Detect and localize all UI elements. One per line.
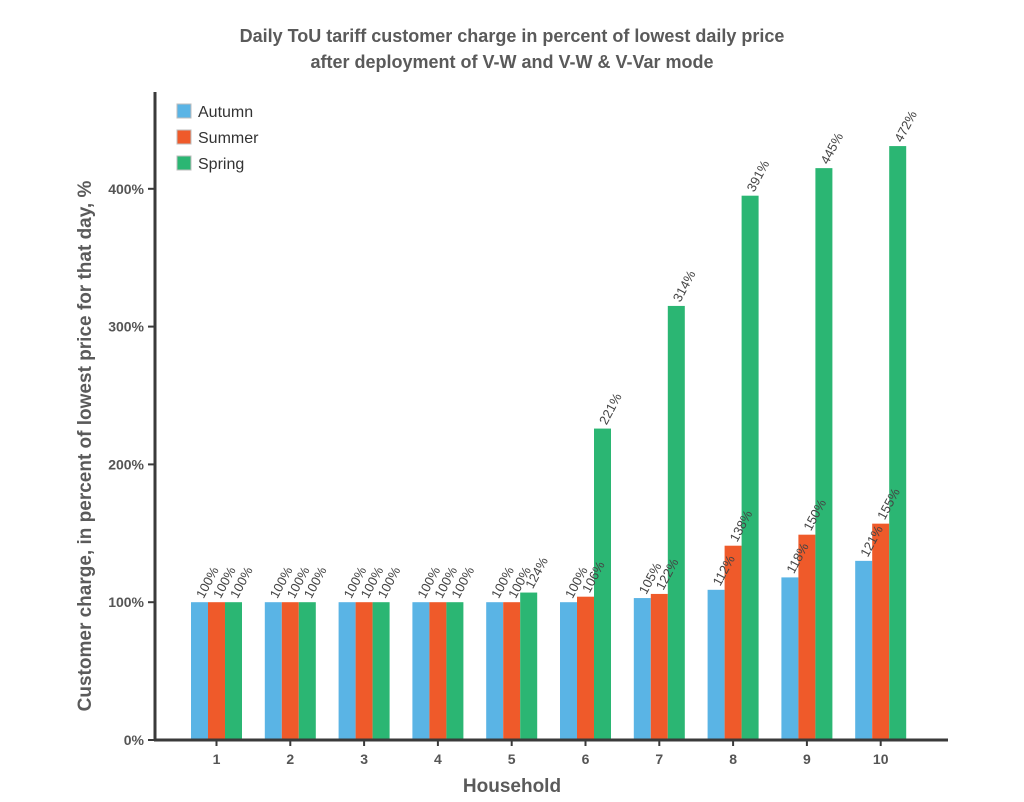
bar-autumn-household-7 <box>633 598 651 740</box>
legend-label-spring: Spring <box>198 156 244 173</box>
x-tick-label: 9 <box>803 751 811 767</box>
bar-summer-household-10 <box>872 523 890 740</box>
x-tick-label: 8 <box>729 751 737 767</box>
data-label-spring-household-7: 314% <box>670 268 699 305</box>
data-label-spring-household-10: 472% <box>891 108 920 145</box>
x-tick-label: 2 <box>286 751 294 767</box>
x-tick-label: 1 <box>213 751 221 767</box>
bar-autumn-household-4 <box>412 602 430 740</box>
bar-summer-household-6 <box>577 596 594 740</box>
x-axis-label: Household <box>463 776 561 797</box>
y-tick-label: 400% <box>108 181 144 197</box>
bar-summer-household-9 <box>798 534 816 740</box>
bar-summer-household-3 <box>355 602 373 740</box>
x-tick-label: 6 <box>582 751 590 767</box>
bar-summer-household-2 <box>281 602 299 740</box>
bar-summer-household-5 <box>503 602 521 740</box>
data-label-spring-household-6: 221% <box>596 390 625 427</box>
legend: Autumn Summer Spring <box>176 103 259 173</box>
bar-spring-household-6 <box>594 428 611 740</box>
bar-spring-household-4 <box>446 602 464 740</box>
bar-spring-household-10 <box>889 146 907 740</box>
bar-spring-household-7 <box>667 305 685 740</box>
y-tick-label: 300% <box>108 319 144 335</box>
bar-autumn-household-9 <box>781 577 799 740</box>
y-tick-label: 200% <box>108 456 144 472</box>
legend-label-autumn: Autumn <box>198 104 253 121</box>
bar-autumn-household-10 <box>855 560 873 740</box>
x-tick-label: 7 <box>655 751 663 767</box>
bar-spring-household-8 <box>741 195 759 740</box>
bar-autumn-household-1 <box>191 602 208 740</box>
chart-title-line-2: after deployment of V-W and V-W & V-Var … <box>310 52 713 72</box>
x-tick-label: 3 <box>360 751 368 767</box>
bar-autumn-household-6 <box>560 602 577 740</box>
x-tick-label: 10 <box>873 751 889 767</box>
x-ticks-group: 1 2 3 4 5 6 7 8 9 10 <box>213 740 889 767</box>
data-label-spring-household-9: 445% <box>817 130 846 167</box>
bar-spring-household-3 <box>372 602 390 740</box>
data-label-spring-household-8: 391% <box>744 157 773 194</box>
y-tick-label: 0% <box>124 732 145 748</box>
y-tick-label: 100% <box>108 594 144 610</box>
bar-autumn-household-3 <box>338 602 356 740</box>
bar-autumn-household-2 <box>264 602 282 740</box>
bar-summer-household-1 <box>208 602 225 740</box>
bar-summer-household-8 <box>724 545 742 740</box>
y-ticks-group: 0% 100% 200% 300% 400% <box>108 181 155 748</box>
chart-title-line-1: Daily ToU tariff customer charge in perc… <box>240 26 785 46</box>
bar-autumn-household-5 <box>486 602 504 740</box>
legend-swatch-summer <box>176 129 192 145</box>
bar-spring-household-1 <box>225 602 242 740</box>
legend-swatch-spring <box>176 155 192 171</box>
bar-summer-household-7 <box>650 593 668 740</box>
data-labels-group: 100%100%100% 100%100%100% 100%100%100% 100%… <box>193 108 920 601</box>
x-tick-label: 5 <box>508 751 516 767</box>
bar-spring-household-2 <box>298 602 316 740</box>
legend-label-summer: Summer <box>198 130 259 147</box>
legend-swatch-autumn <box>176 103 192 119</box>
bar-summer-household-4 <box>429 602 447 740</box>
bar-autumn-household-8 <box>707 589 725 740</box>
bars-group <box>191 146 907 740</box>
x-tick-label: 4 <box>434 751 442 767</box>
bar-spring-household-9 <box>815 168 833 740</box>
bar-spring-household-5 <box>520 592 538 740</box>
y-axis-label: Customer charge, in percent of lowest pr… <box>75 181 96 712</box>
